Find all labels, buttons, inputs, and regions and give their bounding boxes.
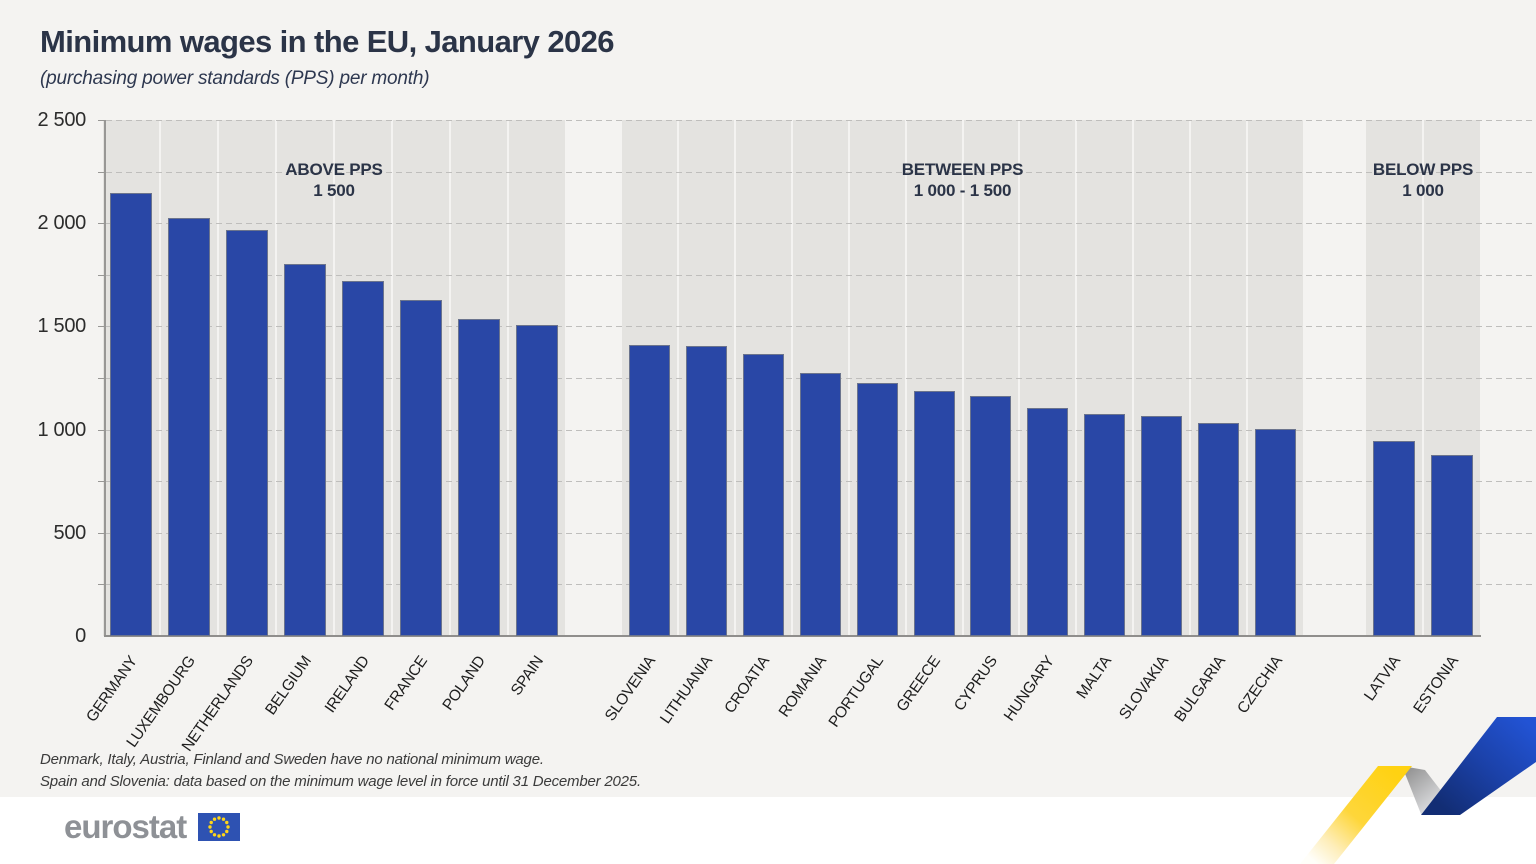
bar-greece bbox=[914, 391, 955, 636]
footer-strip bbox=[0, 797, 1536, 864]
country-label: BULGARIA bbox=[1171, 653, 1229, 726]
bar-cyprus bbox=[970, 396, 1011, 636]
y-axis-label: 2 000 bbox=[37, 212, 86, 235]
flag-star bbox=[225, 829, 229, 834]
group-label-line: BELOW PPS bbox=[1372, 160, 1474, 179]
flag-star bbox=[222, 833, 226, 837]
country-label: SLOVAKIA bbox=[1115, 653, 1172, 723]
y-axis-label: 500 bbox=[53, 521, 87, 544]
chart-header: Minimum wages in the EU, January 2026 (p… bbox=[40, 24, 614, 90]
bar-estonia bbox=[1431, 455, 1473, 636]
bar-belgium bbox=[284, 264, 326, 636]
bar-portugal bbox=[857, 383, 898, 636]
axis-tick bbox=[98, 326, 105, 328]
eu-flag-icon bbox=[198, 813, 241, 841]
group-label: ABOVE PPS 1 500 bbox=[204, 159, 464, 201]
flag-star bbox=[209, 829, 214, 834]
bar-lithuania bbox=[686, 346, 727, 636]
flag-star bbox=[209, 820, 214, 825]
axis-tick bbox=[98, 378, 105, 379]
group-label-line: 1 000 bbox=[1402, 181, 1444, 200]
page-subtitle: (purchasing power standards (PPS) per mo… bbox=[40, 68, 430, 89]
bar-croatia bbox=[743, 354, 784, 636]
y-axis-label: 2 500 bbox=[37, 109, 86, 131]
bar-latvia bbox=[1373, 441, 1415, 636]
group-label-line: 1 000 - 1 500 bbox=[913, 181, 1012, 200]
flag-star bbox=[217, 816, 221, 820]
bar-bulgaria bbox=[1198, 423, 1239, 636]
bar-czechia bbox=[1255, 429, 1296, 636]
bar-spain bbox=[516, 325, 558, 636]
flag-star bbox=[213, 817, 217, 821]
group-label: BELOW PPS 1 000 bbox=[1293, 159, 1536, 201]
axis-tick bbox=[98, 584, 105, 586]
country-label: HUNGARY bbox=[1000, 653, 1058, 725]
y-axis-label: 1 000 bbox=[37, 418, 86, 441]
group-label-line: BETWEEN PPS bbox=[901, 160, 1024, 179]
bar-france bbox=[400, 300, 442, 636]
footnote-line-2: Spain and Slovenia: data based on the mi… bbox=[40, 773, 641, 790]
footnote-line-1: Denmark, Italy, Austria, Finland and Swe… bbox=[40, 751, 544, 768]
axis-tick bbox=[98, 481, 105, 483]
axis-tick bbox=[98, 120, 105, 121]
axis-tick bbox=[98, 171, 105, 173]
x-axis-line bbox=[104, 635, 1481, 637]
bar-poland bbox=[458, 319, 500, 636]
axis-tick bbox=[98, 532, 105, 534]
flag-star bbox=[225, 820, 229, 825]
bar-slovenia bbox=[629, 345, 670, 636]
flag-star bbox=[213, 833, 217, 837]
flag-star bbox=[222, 817, 226, 821]
flag-star bbox=[217, 834, 221, 838]
bar-romania bbox=[800, 373, 841, 636]
country-label: MALTA bbox=[1073, 653, 1115, 702]
eurostat-wordmark: eurostat bbox=[64, 808, 187, 845]
eurostat-logo: eurostat bbox=[64, 808, 241, 846]
footnotes: Denmark, Italy, Austria, Finland and Swe… bbox=[40, 749, 641, 793]
country-label: CROATIA bbox=[721, 653, 774, 717]
bar-ireland bbox=[342, 281, 384, 636]
y-axis-label: 0 bbox=[75, 625, 86, 647]
country-label: PORTUGAL bbox=[825, 653, 888, 731]
axis-tick bbox=[98, 274, 105, 276]
bar-germany bbox=[110, 193, 152, 636]
axis-tick bbox=[98, 223, 105, 225]
country-label: CZECHIA bbox=[1233, 653, 1286, 717]
gridline bbox=[106, 120, 1536, 121]
page-title: Minimum wages in the EU, January 2026 bbox=[40, 24, 614, 59]
flag-star bbox=[226, 825, 230, 829]
bar-netherlands bbox=[226, 230, 268, 636]
axis-tick bbox=[98, 429, 105, 431]
y-axis-line bbox=[104, 120, 106, 636]
bar-luxembourg bbox=[168, 218, 210, 636]
group-label-line: ABOVE PPS bbox=[285, 160, 383, 179]
gridline bbox=[106, 223, 1536, 225]
country-label: CYPRUS bbox=[950, 653, 1001, 715]
gridline bbox=[106, 274, 1536, 276]
y-axis-label: 1 500 bbox=[37, 315, 86, 338]
gridline bbox=[106, 171, 1536, 173]
bar-malta bbox=[1084, 414, 1125, 636]
country-label: ROMANIA bbox=[775, 653, 831, 721]
bar-hungary bbox=[1027, 408, 1068, 636]
bar-slovakia bbox=[1141, 416, 1182, 636]
eu-flag-svg bbox=[198, 813, 241, 841]
group-label-line: 1 500 bbox=[313, 181, 355, 200]
ribbon-decoration-icon bbox=[1300, 717, 1536, 864]
flag-star bbox=[208, 825, 212, 829]
country-label: GREECE bbox=[893, 653, 944, 715]
group-label: BETWEEN PPS 1 000 - 1 500 bbox=[833, 159, 1093, 201]
ribbon-blue-band bbox=[1421, 717, 1536, 815]
ribbon-yellow-band bbox=[1300, 766, 1412, 864]
gridline bbox=[106, 326, 1536, 328]
